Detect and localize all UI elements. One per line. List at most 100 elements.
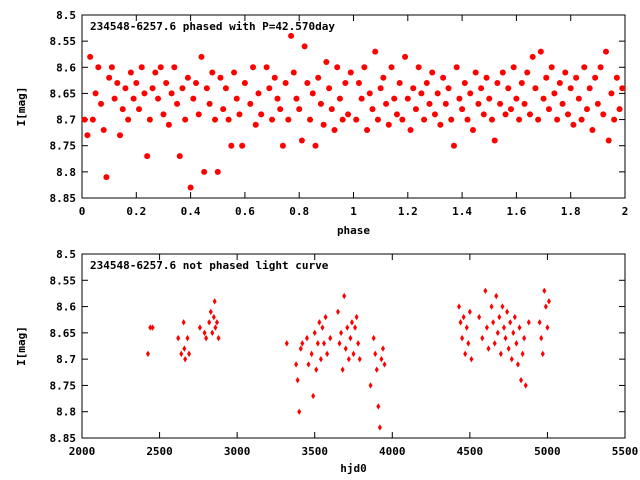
x-tick-label: 5000 — [534, 445, 561, 458]
data-point — [483, 74, 490, 81]
data-point — [357, 355, 362, 363]
data-point — [494, 292, 499, 300]
data-point — [562, 69, 569, 76]
y-tick-label: 8.8 — [56, 166, 76, 179]
data-point — [450, 142, 457, 149]
data-point — [523, 382, 528, 389]
data-point — [334, 64, 341, 71]
data-point — [239, 142, 246, 149]
data-point — [535, 116, 542, 123]
data-point — [277, 106, 284, 113]
data-point — [317, 100, 324, 107]
data-point — [519, 376, 524, 384]
data-point — [168, 90, 175, 97]
data-point — [282, 79, 289, 86]
data-point — [511, 329, 516, 337]
data-point — [548, 64, 555, 71]
data-point — [182, 116, 189, 123]
y-tick-label: 8.65 — [50, 87, 77, 100]
data-point — [608, 90, 615, 97]
x-axis-label: hjd0 — [340, 462, 367, 475]
data-point — [130, 95, 137, 102]
data-point — [418, 90, 425, 97]
data-point — [187, 184, 194, 191]
data-point — [208, 308, 213, 316]
data-point — [515, 361, 520, 368]
data-point — [295, 376, 300, 384]
data-point — [349, 319, 354, 326]
data-point — [212, 298, 217, 305]
data-point — [111, 95, 118, 102]
data-point — [495, 329, 500, 337]
data-point — [193, 79, 200, 86]
data-point — [176, 334, 181, 342]
data-series — [145, 287, 551, 431]
y-tick-label: 8.75 — [50, 140, 77, 153]
data-point — [376, 403, 381, 410]
data-point — [136, 106, 143, 113]
data-point — [388, 64, 395, 71]
data-point — [185, 334, 190, 342]
data-point — [298, 137, 305, 144]
data-point — [551, 90, 558, 97]
data-point — [524, 69, 531, 76]
data-point — [461, 79, 468, 86]
data-point — [466, 340, 471, 347]
y-tick-label: 8.5 — [56, 248, 76, 261]
data-point — [458, 319, 463, 326]
data-point — [480, 334, 485, 342]
data-point — [195, 111, 202, 118]
data-point — [586, 85, 593, 92]
y-tick-label: 8.6 — [56, 301, 76, 314]
data-point — [486, 345, 491, 352]
data-point — [491, 319, 496, 326]
data-point — [545, 324, 550, 331]
data-point — [174, 100, 181, 107]
data-point — [309, 90, 316, 97]
data-point — [317, 319, 322, 326]
data-point — [296, 106, 303, 113]
data-point — [266, 85, 273, 92]
data-point — [117, 132, 124, 139]
data-point — [506, 345, 511, 352]
data-point — [326, 85, 333, 92]
data-point — [498, 350, 503, 358]
data-point — [513, 95, 520, 102]
plot-frame — [81, 14, 626, 199]
data-point — [323, 313, 328, 321]
chart-title: 234548-6257.6 phased with P=42.570day — [90, 20, 335, 33]
data-point — [285, 116, 292, 123]
data-series — [81, 32, 626, 191]
data-point — [448, 116, 455, 123]
y-tick-label: 8.65 — [50, 327, 77, 340]
data-point — [371, 334, 376, 342]
data-point — [529, 53, 536, 60]
data-point — [323, 59, 330, 66]
data-point — [526, 111, 533, 118]
data-point — [488, 116, 495, 123]
data-point — [592, 74, 599, 81]
data-point — [456, 303, 461, 310]
y-tick-label: 8.55 — [50, 35, 77, 48]
data-point — [279, 142, 286, 149]
data-point — [342, 79, 349, 86]
data-point — [198, 53, 205, 60]
data-point — [345, 111, 352, 118]
data-point — [114, 79, 121, 86]
data-point — [146, 116, 153, 123]
x-tick-label: 2 — [622, 205, 629, 218]
data-point — [263, 64, 270, 71]
data-point — [148, 324, 153, 331]
data-point — [616, 106, 623, 113]
data-point — [87, 53, 94, 60]
data-point — [152, 69, 159, 76]
x-tick-label: 1.2 — [398, 205, 418, 218]
data-point — [391, 95, 398, 102]
data-point — [421, 116, 428, 123]
chart-panel-1: 0 0.2 0.4 0.6 0.8 1 1.2 1.4 1.6 1.8 2 8.5 8.55 8.6 8.6… — [15, 9, 628, 237]
data-point — [231, 69, 238, 76]
data-point — [95, 64, 102, 71]
data-point — [399, 116, 406, 123]
data-point — [410, 85, 417, 92]
